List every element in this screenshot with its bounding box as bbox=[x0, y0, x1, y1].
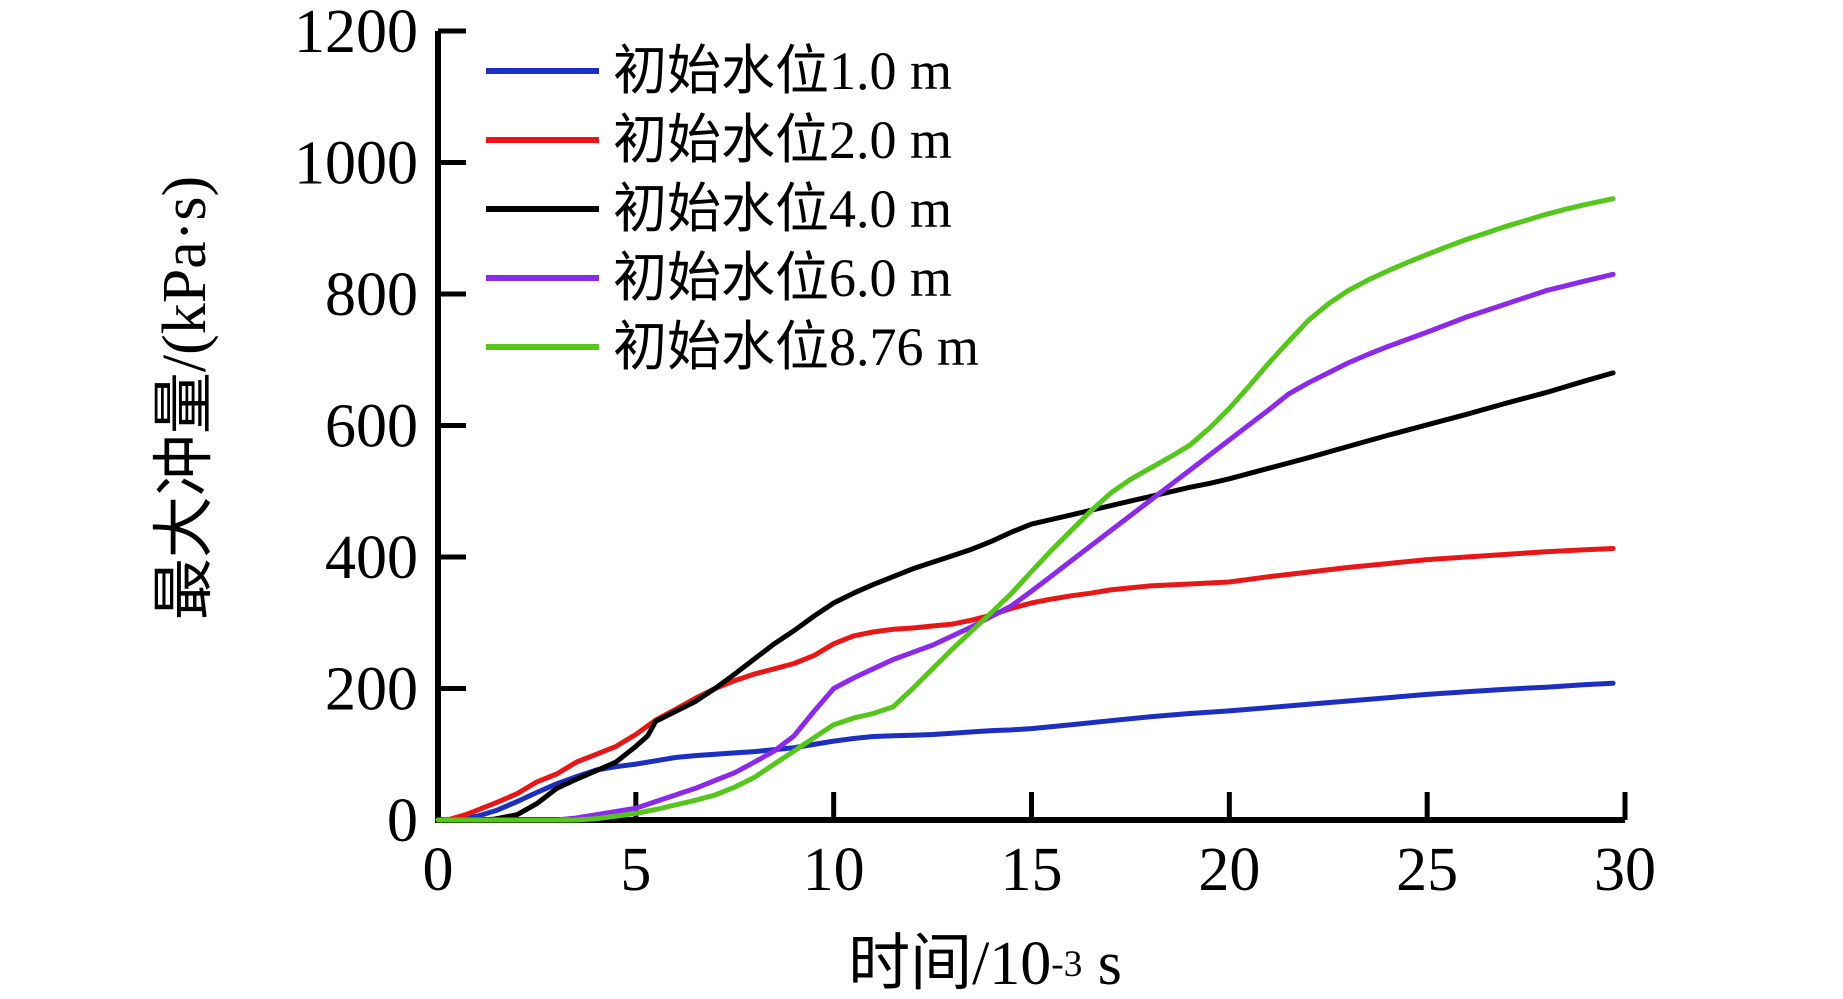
series-line-0 bbox=[435, 680, 1616, 823]
legend-label-1: 初始水位2.0 m bbox=[613, 109, 953, 170]
legend: 初始水位1.0 m 初始水位2.0 m 初始水位4.0 m 初始水位6.0 m 初始水位… bbox=[486, 36, 979, 381]
y-tick-label-800: 800 bbox=[325, 261, 418, 329]
legend-line-swatch-3 bbox=[486, 274, 599, 281]
legend-item-1: 初始水位2.0 m bbox=[486, 105, 979, 174]
y-tick-label-0: 0 bbox=[387, 787, 418, 855]
legend-line-swatch-0 bbox=[486, 67, 599, 74]
x-axis-title-superscript: -3 bbox=[1051, 944, 1083, 985]
series-line-2 bbox=[435, 370, 1616, 823]
series-line-1 bbox=[435, 546, 1616, 823]
legend-line-swatch-1 bbox=[486, 136, 599, 143]
x-tick-label-10: 10 bbox=[803, 836, 865, 904]
legend-label-3: 初始水位6.0 m bbox=[613, 247, 953, 308]
y-tick-label-200: 200 bbox=[325, 656, 418, 724]
y-tick-label-1200: 1200 bbox=[294, 0, 418, 66]
legend-item-0: 初始水位1.0 m bbox=[486, 36, 979, 105]
x-tick-label-15: 15 bbox=[1001, 836, 1063, 904]
y-axis-title-text: 最大冲量/(kPa·s) bbox=[151, 175, 219, 621]
x-axis-title-suffix: s bbox=[1082, 930, 1122, 998]
series-line-4 bbox=[435, 196, 1616, 823]
y-axis-title: 最大冲量/(kPa·s) bbox=[133, 176, 223, 620]
x-axis-title: 时间/10-3 s bbox=[848, 912, 1122, 999]
x-tick-label-20: 20 bbox=[1198, 836, 1260, 904]
x-tick-label-25: 25 bbox=[1396, 836, 1458, 904]
legend-item-4: 初始水位8.76 m bbox=[486, 312, 979, 381]
x-tick-label-5: 5 bbox=[620, 836, 651, 904]
legend-label-4: 初始水位8.76 m bbox=[613, 316, 980, 377]
legend-line-swatch-4 bbox=[486, 343, 599, 350]
legend-item-2: 初始水位4.0 m bbox=[486, 174, 979, 243]
y-tick-label-1000: 1000 bbox=[294, 130, 418, 198]
legend-line-swatch-2 bbox=[486, 205, 599, 212]
y-tick-label-600: 600 bbox=[325, 393, 418, 461]
x-tick-label-0: 0 bbox=[423, 836, 454, 904]
series-line-3 bbox=[435, 271, 1616, 823]
x-tick-label-30: 30 bbox=[1594, 836, 1656, 904]
legend-label-0: 初始水位1.0 m bbox=[613, 40, 953, 101]
legend-item-3: 初始水位6.0 m bbox=[486, 243, 979, 312]
x-axis-title-prefix: 时间/10 bbox=[848, 930, 1052, 998]
y-tick-label-400: 400 bbox=[325, 524, 418, 592]
legend-label-2: 初始水位4.0 m bbox=[613, 178, 953, 239]
